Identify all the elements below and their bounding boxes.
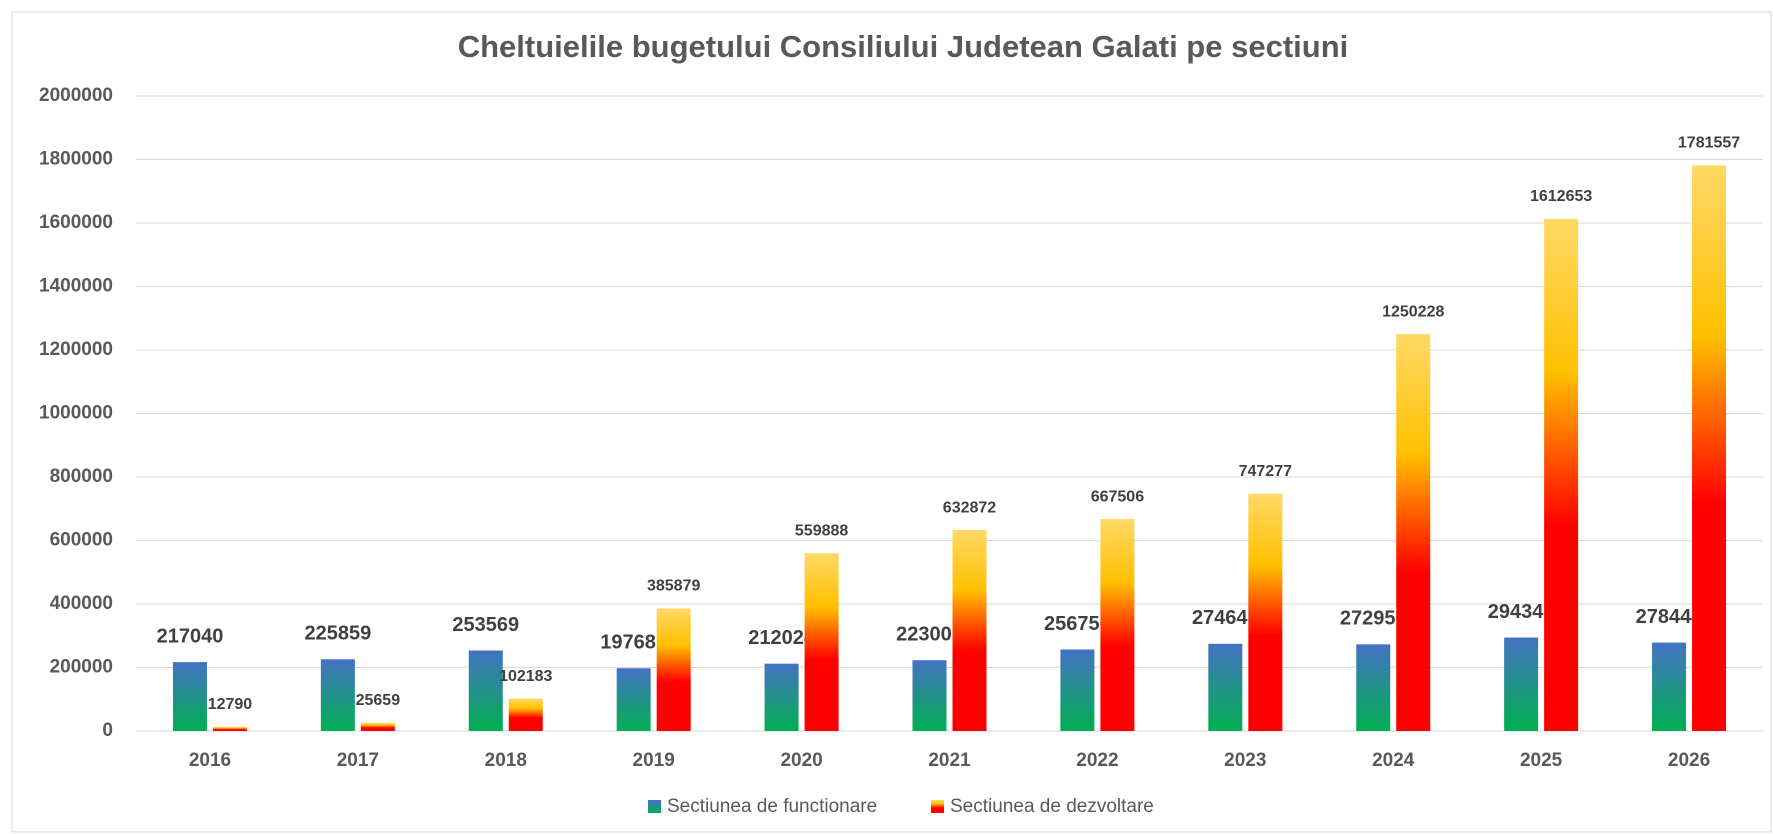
y-tick-label: 600000 bbox=[50, 530, 113, 551]
bar bbox=[1504, 637, 1539, 731]
legend-swatch bbox=[648, 800, 661, 813]
data-label: 274645 bbox=[1192, 607, 1259, 629]
bar bbox=[1544, 218, 1579, 731]
data-label: 1781557 bbox=[1678, 135, 1740, 152]
data-label: 632872 bbox=[943, 499, 996, 516]
data-label: 294347 bbox=[1488, 601, 1555, 623]
bar bbox=[320, 659, 355, 731]
data-label: 197681 bbox=[600, 632, 667, 654]
data-label: 102183 bbox=[499, 668, 552, 685]
x-tick-label: 2021 bbox=[928, 750, 971, 771]
bar bbox=[1692, 165, 1727, 731]
x-tick-label: 2023 bbox=[1224, 750, 1266, 771]
bar bbox=[1652, 642, 1687, 731]
bar bbox=[360, 722, 395, 731]
y-tick-label: 400000 bbox=[50, 593, 113, 614]
y-tick-label: 1600000 bbox=[39, 212, 113, 233]
data-label: 667506 bbox=[1091, 488, 1144, 505]
x-tick-label: 2017 bbox=[337, 750, 379, 771]
data-label: 217040 bbox=[157, 625, 224, 647]
chart-title: Cheltuielile bugetului Consiliului Judet… bbox=[458, 29, 1349, 64]
data-label: 223000 bbox=[896, 623, 963, 645]
data-label: 385879 bbox=[647, 578, 700, 595]
y-tick-label: 200000 bbox=[50, 657, 113, 678]
y-tick-label: 1400000 bbox=[39, 276, 113, 297]
legend-swatch bbox=[931, 800, 944, 813]
data-label: 278444 bbox=[1636, 606, 1704, 628]
bar bbox=[468, 650, 503, 731]
bar bbox=[508, 698, 543, 731]
y-tick-label: 0 bbox=[102, 720, 113, 741]
y-tick-label: 1200000 bbox=[39, 339, 113, 360]
bar bbox=[912, 660, 947, 731]
x-tick-label: 2025 bbox=[1520, 750, 1563, 771]
data-label: 212024 bbox=[748, 627, 816, 649]
data-label: 225859 bbox=[304, 623, 371, 645]
x-tick-label: 2022 bbox=[1076, 750, 1118, 771]
bar bbox=[804, 553, 839, 731]
bar bbox=[656, 608, 691, 731]
bar bbox=[1100, 519, 1135, 731]
bar bbox=[172, 662, 207, 731]
y-tick-label: 2000000 bbox=[39, 85, 113, 106]
data-label: 25659 bbox=[356, 692, 401, 709]
data-label: 1250228 bbox=[1382, 303, 1444, 320]
bar bbox=[212, 726, 247, 731]
bar bbox=[1060, 649, 1095, 731]
bar bbox=[1208, 643, 1243, 731]
data-label: 12790 bbox=[208, 696, 253, 713]
legend-label: Sectiunea de dezvoltare bbox=[950, 796, 1154, 817]
data-label: 256756 bbox=[1044, 613, 1111, 635]
y-tick-label: 800000 bbox=[50, 466, 113, 487]
data-label: 1612653 bbox=[1530, 188, 1592, 205]
data-label: 272956 bbox=[1340, 608, 1407, 630]
x-tick-label: 2026 bbox=[1668, 750, 1710, 771]
y-tick-label: 1800000 bbox=[39, 149, 113, 170]
y-tick-label: 1000000 bbox=[39, 403, 113, 424]
chart-border bbox=[11, 11, 1772, 833]
bar bbox=[1356, 644, 1391, 731]
x-tick-label: 2020 bbox=[780, 750, 822, 771]
x-tick-label: 2018 bbox=[485, 750, 527, 771]
bar bbox=[616, 668, 651, 731]
x-tick-label: 2019 bbox=[633, 750, 675, 771]
data-label: 747277 bbox=[1239, 463, 1292, 480]
data-label: 559888 bbox=[795, 522, 848, 539]
x-tick-label: 2024 bbox=[1372, 750, 1415, 771]
bar bbox=[1396, 334, 1431, 731]
legend-label: Sectiunea de functionare bbox=[667, 796, 877, 817]
x-tick-label: 2016 bbox=[189, 750, 231, 771]
bar bbox=[952, 530, 987, 731]
bar bbox=[764, 663, 799, 731]
bar bbox=[1248, 493, 1283, 731]
data-label: 253569 bbox=[452, 614, 519, 636]
